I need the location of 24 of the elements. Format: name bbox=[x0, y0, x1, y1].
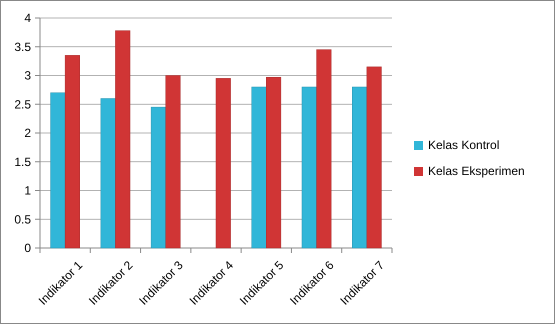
bar bbox=[100, 98, 116, 248]
y-tick-label: 0 bbox=[24, 241, 32, 256]
y-tick-label: 2.5 bbox=[14, 97, 32, 112]
y-tick-label: 4 bbox=[24, 11, 32, 26]
y-tick-label: 3.5 bbox=[14, 40, 32, 54]
legend-label: Kelas Kontrol bbox=[428, 138, 500, 152]
y-tick-label: 3 bbox=[24, 68, 32, 83]
y-tick-label: 1 bbox=[24, 184, 32, 198]
bar bbox=[266, 76, 282, 248]
bar bbox=[165, 75, 181, 248]
bar bbox=[216, 78, 231, 248]
bar bbox=[115, 30, 130, 248]
legend-label: Kelas Eksperimen bbox=[428, 164, 525, 178]
y-tick-label: 0.5 bbox=[14, 212, 32, 226]
y-tick-label: 2 bbox=[24, 126, 32, 140]
bar bbox=[352, 86, 368, 248]
bar bbox=[251, 86, 267, 248]
y-tick-label: 1.5 bbox=[14, 154, 32, 169]
bar bbox=[64, 55, 80, 248]
bar bbox=[150, 106, 166, 248]
bar bbox=[316, 49, 332, 248]
bar bbox=[302, 86, 317, 248]
bar bbox=[366, 66, 382, 248]
bar bbox=[50, 92, 66, 248]
